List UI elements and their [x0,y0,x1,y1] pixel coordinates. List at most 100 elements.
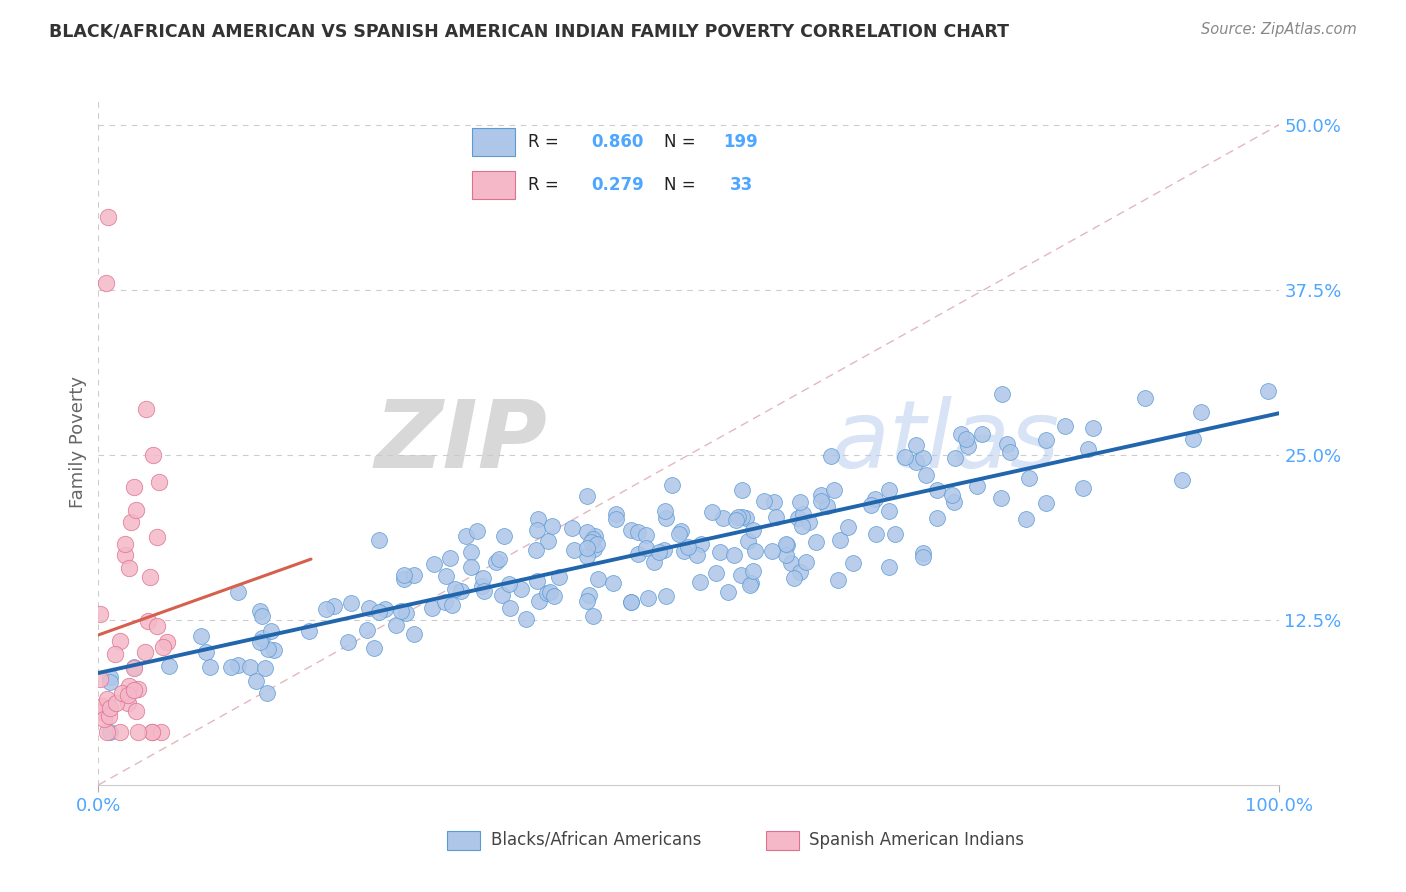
Point [643,555,665,569]
Point [1257,384,1279,398]
Point [912,549,935,564]
Point [198,660,221,674]
Point [582,541,605,556]
Point [765,510,787,524]
Point [91,698,114,713]
Point [141,725,163,739]
Point [842,556,865,570]
Point [124,659,146,673]
Point [998,445,1021,459]
Point [139,570,162,584]
Point [1053,419,1076,434]
Point [114,548,136,562]
Point [673,544,696,558]
Point [744,544,766,558]
Point [524,543,547,558]
Point [228,584,250,599]
Point [1073,481,1095,495]
Point [526,523,548,537]
Point [762,495,785,509]
Point [730,568,752,582]
Point [157,659,180,673]
Point [336,635,359,649]
Point [561,521,583,535]
Point [787,511,810,525]
Point [250,609,273,624]
Point [122,661,145,675]
Point [108,633,131,648]
Point [98,701,121,715]
Point [1018,471,1040,485]
Point [711,511,734,525]
Point [735,511,758,525]
Point [423,558,446,572]
Point [420,601,443,615]
Point [315,602,337,616]
Point [877,483,900,497]
Point [253,660,276,674]
Point [1181,432,1204,446]
Point [700,505,723,519]
Point [136,614,159,628]
Point [704,566,727,580]
Point [671,524,693,538]
Point [537,534,560,549]
Point [363,641,385,656]
Point [877,504,900,518]
Point [966,479,988,493]
Point [990,491,1012,506]
Point [322,599,344,613]
Point [96,692,118,706]
Point [956,439,979,453]
Point [491,588,513,602]
Point [576,549,599,563]
Point [263,643,285,657]
Text: Blacks/African Americans: Blacks/African Americans [491,831,702,849]
Point [970,426,993,441]
Point [454,528,477,542]
Point [637,591,659,605]
Point [860,498,883,512]
Point [1083,421,1105,435]
Point [810,493,832,508]
Point [339,596,361,610]
Point [111,685,134,699]
Point [472,584,495,599]
Point [799,515,821,529]
Point [245,673,267,688]
Point [395,607,418,621]
Point [134,645,156,659]
Point [581,535,603,549]
Point [256,686,278,700]
Point [582,609,605,624]
Point [605,512,627,526]
Point [488,551,510,566]
Text: Source: ZipAtlas.com: Source: ZipAtlas.com [1201,22,1357,37]
Text: atlas: atlas [831,396,1059,487]
Point [389,604,412,618]
Point [368,605,391,619]
Point [357,601,380,615]
Point [402,568,425,582]
Point [98,670,121,684]
Point [863,491,886,506]
Point [837,520,859,534]
Point [249,604,271,618]
Point [602,576,624,591]
Point [789,565,811,579]
Point [661,478,683,492]
Point [149,725,172,739]
Point [810,488,832,502]
Point [392,568,415,582]
Point [779,557,801,571]
Point [828,533,851,548]
Point [576,489,599,503]
Point [543,590,565,604]
Point [731,510,754,524]
Point [820,449,842,463]
Point [125,502,148,516]
Point [620,595,643,609]
Point [373,601,395,615]
Point [492,529,515,543]
Point [142,449,165,463]
